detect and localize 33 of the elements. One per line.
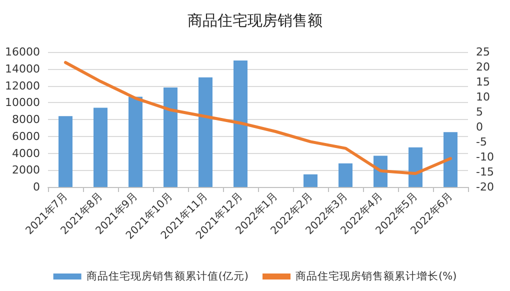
line-series xyxy=(64,61,452,175)
bar xyxy=(234,60,248,187)
y-tick-label: 16000 xyxy=(5,46,40,58)
bar xyxy=(338,163,352,187)
y2-tick-label: -5 xyxy=(476,136,487,148)
bar xyxy=(198,77,212,187)
y2-tick-label: -15 xyxy=(476,166,494,178)
bar xyxy=(58,116,72,187)
y-tick-label: 12000 xyxy=(5,79,40,92)
y2-tick-label: 25 xyxy=(476,46,490,58)
y-tick-label: 14000 xyxy=(5,62,40,76)
y-tick-label: 4000 xyxy=(12,146,40,160)
y2-tick-label: 0 xyxy=(476,120,483,134)
y2-tick-label: -20 xyxy=(476,180,494,194)
y-tick-label: 6000 xyxy=(12,130,40,143)
bar xyxy=(408,147,422,187)
legend-label: 商品住宅现房销售额累计值(亿元) xyxy=(86,270,249,282)
y-tick-label: 8000 xyxy=(12,113,40,126)
bar xyxy=(94,108,108,187)
chart-title: 商品住宅现房销售额 xyxy=(188,12,322,30)
y-tick-label: 2000 xyxy=(12,164,40,177)
bar xyxy=(444,132,458,187)
bar xyxy=(164,87,178,187)
y2-tick-label: 5 xyxy=(476,106,483,118)
y2-tick-label: 20 xyxy=(476,60,490,74)
y-tick-label: 10000 xyxy=(5,96,40,110)
y2-tick-label: 15 xyxy=(476,76,490,88)
y-tick-label: 0 xyxy=(33,180,40,194)
y2-tick-label: 10 xyxy=(476,90,490,104)
y2-tick-label: -10 xyxy=(476,150,494,164)
bar xyxy=(128,96,142,187)
legend-label: 商品住宅现房销售额累计增长(%) xyxy=(296,270,457,282)
bar xyxy=(304,174,318,187)
